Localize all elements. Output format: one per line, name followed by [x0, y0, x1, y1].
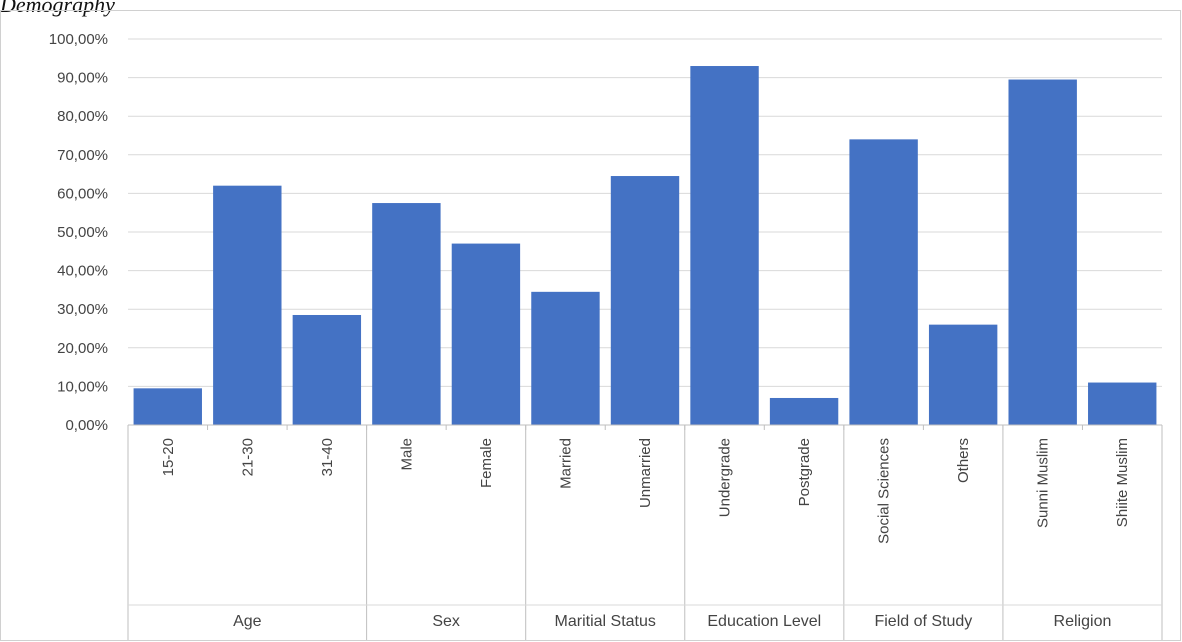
y-tick-label: 30,00%: [57, 301, 108, 318]
y-tick-label: 100,00%: [49, 31, 108, 48]
bar[interactable]: [451, 243, 521, 425]
bar[interactable]: [372, 203, 441, 425]
bar[interactable]: [133, 388, 202, 425]
category-label: Married: [557, 438, 574, 489]
category-label: Others: [955, 438, 972, 483]
category-label: Social Sciences: [876, 438, 893, 544]
y-tick-label: 0,00%: [65, 417, 108, 434]
y-axis-tick-labels: 0,00% 10,00% 20,00% 30,00% 40,00% 50,00% 60,00…: [49, 31, 108, 434]
bar[interactable]: [610, 176, 680, 425]
group-label: Sex: [432, 613, 460, 630]
chart-frame: [0, 10, 1181, 641]
y-tick-label: 40,00%: [57, 263, 108, 280]
group-label: Education Level: [707, 613, 821, 630]
category-label: 15-20: [160, 438, 177, 476]
bar[interactable]: [1008, 79, 1077, 425]
y-tick-label: 60,00%: [57, 185, 108, 202]
y-tick-label: 10,00%: [57, 378, 108, 395]
group-labels: Age Sex Maritial Status Education Level Fiel…: [233, 613, 1111, 630]
bar[interactable]: [769, 397, 839, 425]
bar[interactable]: [928, 324, 998, 425]
x-axis: [127, 424, 1163, 640]
y-tick-label: 20,00%: [57, 340, 108, 357]
y-tick-label: 70,00%: [57, 147, 108, 164]
bar[interactable]: [690, 66, 759, 426]
y-tick-label: 90,00%: [57, 70, 108, 87]
chart-title: Demography: [0, 0, 115, 17]
y-tick-label: 80,00%: [57, 108, 108, 125]
category-labels: 15-20 21-30 31-40 Male Female Married Unmarrie…: [160, 438, 1131, 544]
bar[interactable]: [849, 139, 918, 426]
bars: [133, 66, 1157, 426]
group-label: Age: [233, 613, 262, 630]
group-label: Field of Study: [874, 613, 972, 630]
category-label: Undergrade: [717, 438, 734, 517]
bar[interactable]: [531, 291, 600, 425]
category-label: Male: [398, 438, 415, 471]
category-label: Postgrade: [796, 438, 813, 506]
category-label: 31-40: [319, 438, 336, 476]
category-label: Shiite Muslim: [1114, 438, 1131, 527]
group-label: Religion: [1054, 613, 1112, 630]
group-label: Maritial Status: [555, 613, 656, 630]
category-label: 21-30: [239, 438, 256, 476]
category-label: Sunni Muslim: [1035, 438, 1052, 528]
category-label: Female: [478, 438, 495, 488]
y-tick-label: 50,00%: [57, 224, 108, 241]
bar[interactable]: [213, 185, 282, 425]
bar[interactable]: [292, 314, 362, 425]
category-label: Unmarried: [637, 438, 654, 508]
bar[interactable]: [1088, 382, 1157, 425]
